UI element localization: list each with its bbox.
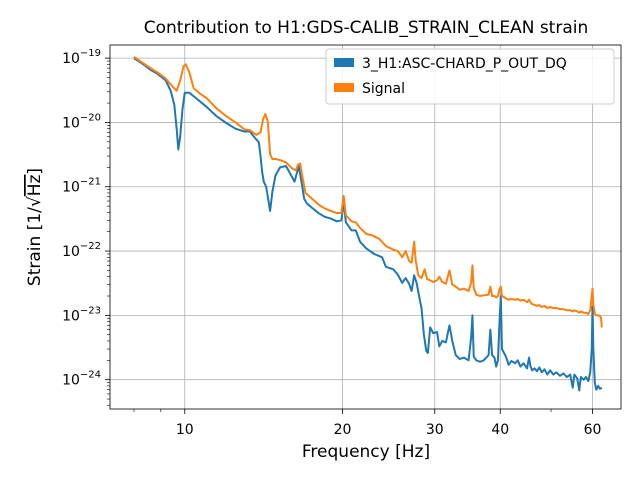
plot-area [110,45,621,409]
y-tick-label: 10−23 [62,305,101,324]
y-tick-label: 10−20 [62,112,101,131]
x-tick-label: 10 [176,422,194,438]
series-line-2 [133,55,603,328]
series-layer [133,55,603,392]
x-tick-label: 40 [491,422,509,438]
x-tick-label: 30 [426,422,444,438]
chart-title: Contribution to H1:GDS-CALIB_STRAIN_CLEA… [144,18,589,38]
x-tick-label: 60 [584,422,602,438]
y-tick-label: 10−21 [62,177,101,196]
legend-swatch-series-1 [334,58,354,67]
plot-frame [109,44,622,410]
y-tick-label: 10−22 [62,241,101,260]
svg-text:Strain [1/√Hz]: Strain [1/√Hz] [25,168,45,286]
legend-box [325,48,615,105]
legend-swatch-series-2 [334,83,354,92]
series-line-1 [133,57,603,392]
legend-label-series-2: Signal [362,81,405,97]
x-tick-label: 20 [334,422,352,438]
y-axis-label: Strain [1/√Hz] [25,168,45,286]
y-tick-label: 10−19 [62,48,101,67]
y-tick-label: 10−24 [62,370,101,389]
legend-label-series-1: 3_H1:ASC-CHARD_P_OUT_DQ [362,56,567,72]
x-axis-label: Frequency [Hz] [302,442,430,462]
y-axis-label-suffix: ] [25,168,45,175]
y-axis-label-prefix: Strain [1/ [25,207,45,286]
ticks: 10 20 30 40 60 10−24 10−23 10−22 10−21 10−20 10−19 [62,48,601,438]
y-axis-label-unit: Hz [25,174,45,196]
legend: 3_H1:ASC-CHARD_P_OUT_DQ Signal [325,48,615,105]
sqrt-sign: √ [25,196,45,207]
